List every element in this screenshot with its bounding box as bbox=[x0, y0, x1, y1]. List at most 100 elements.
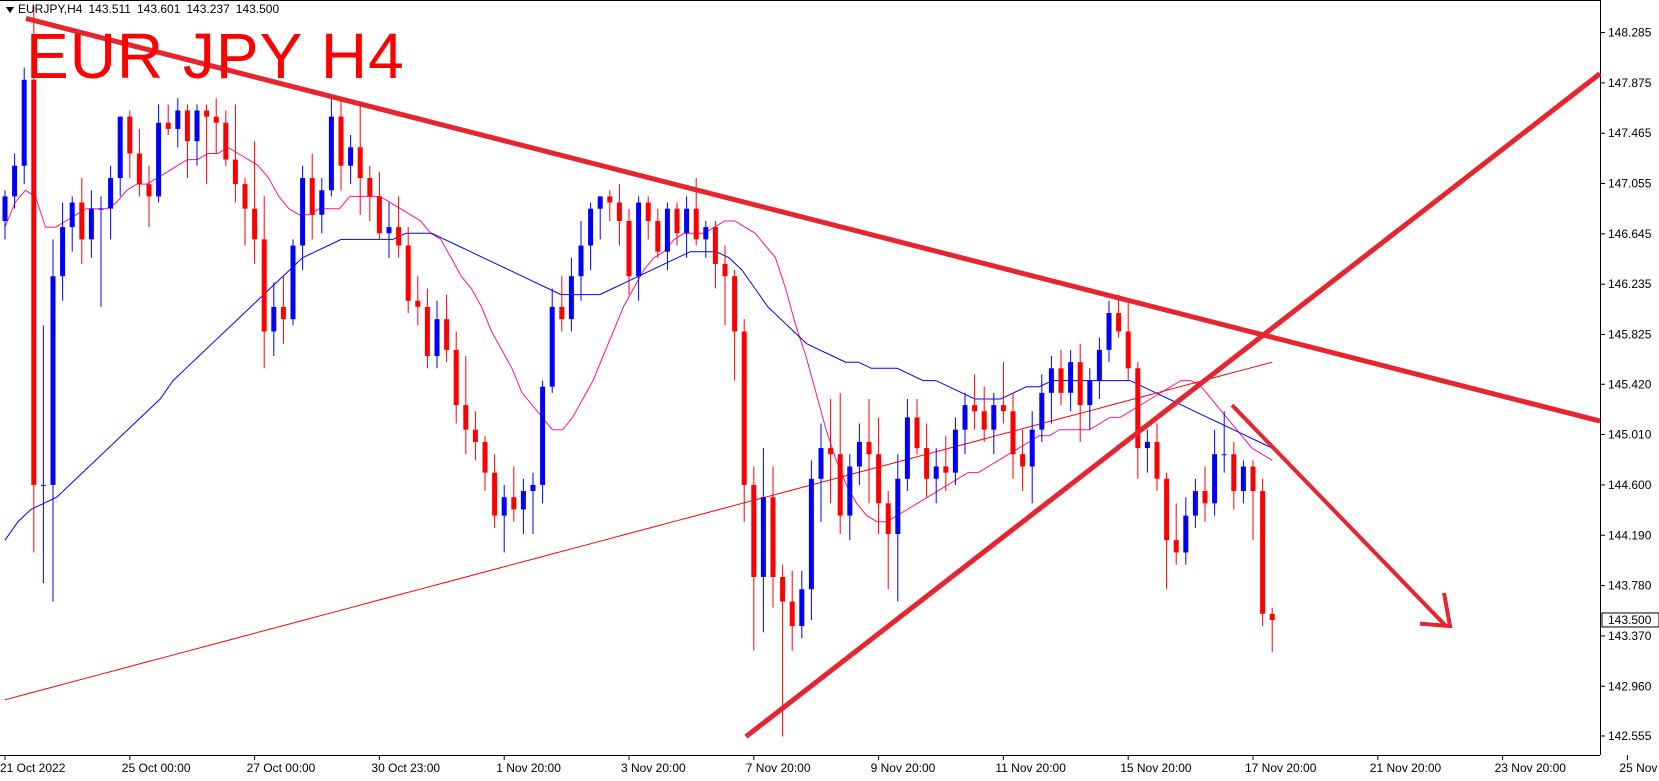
candle-body bbox=[943, 466, 949, 473]
candle-body bbox=[1087, 380, 1093, 406]
candle-body bbox=[1020, 454, 1026, 467]
candle-body bbox=[194, 110, 200, 142]
candle-body bbox=[693, 208, 699, 240]
candle-body bbox=[242, 184, 248, 209]
x-tick-label: 21 Nov 20:00 bbox=[1370, 761, 1442, 775]
candle-body bbox=[271, 306, 277, 332]
candle-body bbox=[559, 306, 565, 320]
dropdown-triangle-icon[interactable] bbox=[6, 6, 14, 13]
candle-body bbox=[1269, 613, 1275, 620]
candle-body bbox=[741, 331, 747, 485]
candle-body bbox=[1077, 362, 1083, 406]
candle-body bbox=[924, 448, 930, 479]
y-tick-label: 142.555 bbox=[1608, 729, 1652, 743]
candle-body bbox=[645, 202, 651, 221]
candle-body bbox=[175, 110, 181, 129]
y-tick-label: 147.875 bbox=[1608, 76, 1652, 90]
y-tick-label: 147.055 bbox=[1608, 177, 1652, 191]
candle-body bbox=[1231, 454, 1237, 492]
forecast-arrow-shaft bbox=[1230, 403, 1448, 628]
candle-body bbox=[568, 276, 574, 320]
candle-body bbox=[127, 116, 133, 154]
candle-body bbox=[876, 454, 882, 504]
x-tick-label: 25 Nov 20:00 bbox=[1619, 761, 1659, 775]
candle-body bbox=[588, 208, 594, 246]
ascending-trendline bbox=[744, 71, 1602, 739]
candle-body bbox=[712, 227, 718, 264]
candle-body bbox=[1202, 491, 1208, 504]
y-tick-label: 145.825 bbox=[1608, 328, 1652, 342]
candle-body bbox=[453, 349, 459, 406]
y-tick-label: 143.370 bbox=[1608, 629, 1652, 643]
candle-body bbox=[1135, 368, 1141, 449]
descending-trendline bbox=[25, 15, 1601, 424]
candle-body bbox=[415, 300, 421, 307]
candle-body bbox=[60, 227, 66, 277]
x-tick-label: 30 Oct 23:00 bbox=[371, 761, 440, 775]
candle-body bbox=[1154, 441, 1160, 479]
candle-body bbox=[204, 110, 210, 117]
candle-body bbox=[434, 319, 440, 357]
candle-body bbox=[69, 202, 75, 228]
candle-body bbox=[952, 429, 958, 473]
candle-body bbox=[981, 411, 987, 430]
candle-body bbox=[1029, 429, 1035, 467]
candle-body bbox=[108, 178, 114, 209]
symbol-label: EURJPY,H4 bbox=[18, 2, 83, 16]
candle-body bbox=[21, 79, 27, 166]
candle-body bbox=[818, 448, 824, 479]
candle-body bbox=[40, 484, 46, 486]
candle-body bbox=[674, 208, 680, 234]
candle-body bbox=[770, 497, 776, 577]
x-tick-label: 7 Nov 20:00 bbox=[746, 761, 811, 775]
candle-body bbox=[847, 466, 853, 516]
y-tick-label: 147.465 bbox=[1608, 126, 1652, 140]
candle-body bbox=[1192, 491, 1198, 516]
x-tick-label: 23 Nov 20:00 bbox=[1495, 761, 1567, 775]
candle-body bbox=[607, 196, 613, 203]
candle-body bbox=[732, 276, 738, 332]
candle-body bbox=[684, 208, 690, 234]
candle-body bbox=[300, 178, 306, 246]
candle-body bbox=[703, 227, 709, 240]
candle-body bbox=[280, 306, 286, 320]
candle-body bbox=[444, 319, 450, 350]
candle-body bbox=[156, 122, 162, 197]
open-value: 143.511 bbox=[88, 2, 131, 16]
candle-body bbox=[98, 208, 104, 210]
candle-body bbox=[1000, 405, 1006, 412]
candle-body bbox=[991, 405, 997, 430]
candle-body bbox=[760, 497, 766, 577]
candle-body bbox=[1058, 368, 1064, 393]
y-tick-label: 146.645 bbox=[1608, 227, 1652, 241]
candle-body bbox=[50, 276, 56, 485]
candle-body bbox=[338, 116, 344, 166]
candle-body bbox=[1096, 349, 1102, 381]
candle-body bbox=[213, 116, 219, 123]
candle-body bbox=[626, 220, 632, 277]
candle-body bbox=[895, 478, 901, 535]
y-tick-label: 142.960 bbox=[1608, 679, 1652, 693]
candle-body bbox=[472, 429, 478, 442]
y-tick-label: 143.780 bbox=[1608, 579, 1652, 593]
candle-body bbox=[328, 116, 334, 191]
candle-body bbox=[933, 466, 939, 479]
candle-body bbox=[136, 153, 142, 185]
candle-body bbox=[799, 589, 805, 627]
candle-body bbox=[463, 405, 469, 430]
candle-body bbox=[1164, 478, 1170, 541]
candle-body bbox=[866, 441, 872, 455]
candle-body bbox=[972, 405, 978, 412]
candle-body bbox=[1221, 454, 1227, 456]
candle-body bbox=[1173, 540, 1179, 553]
candle-body bbox=[165, 122, 171, 129]
x-tick-label: 15 Nov 20:00 bbox=[1120, 761, 1192, 775]
candle-body bbox=[722, 263, 728, 277]
candle-body bbox=[31, 79, 37, 485]
x-tick-label: 27 Oct 00:00 bbox=[247, 761, 316, 775]
candle-body bbox=[396, 227, 402, 246]
candle-body bbox=[655, 220, 661, 252]
candle-body bbox=[290, 245, 296, 320]
